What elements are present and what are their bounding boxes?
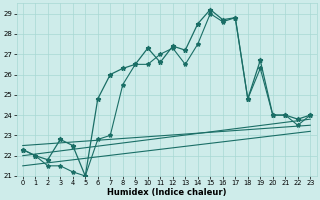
X-axis label: Humidex (Indice chaleur): Humidex (Indice chaleur) bbox=[107, 188, 226, 197]
